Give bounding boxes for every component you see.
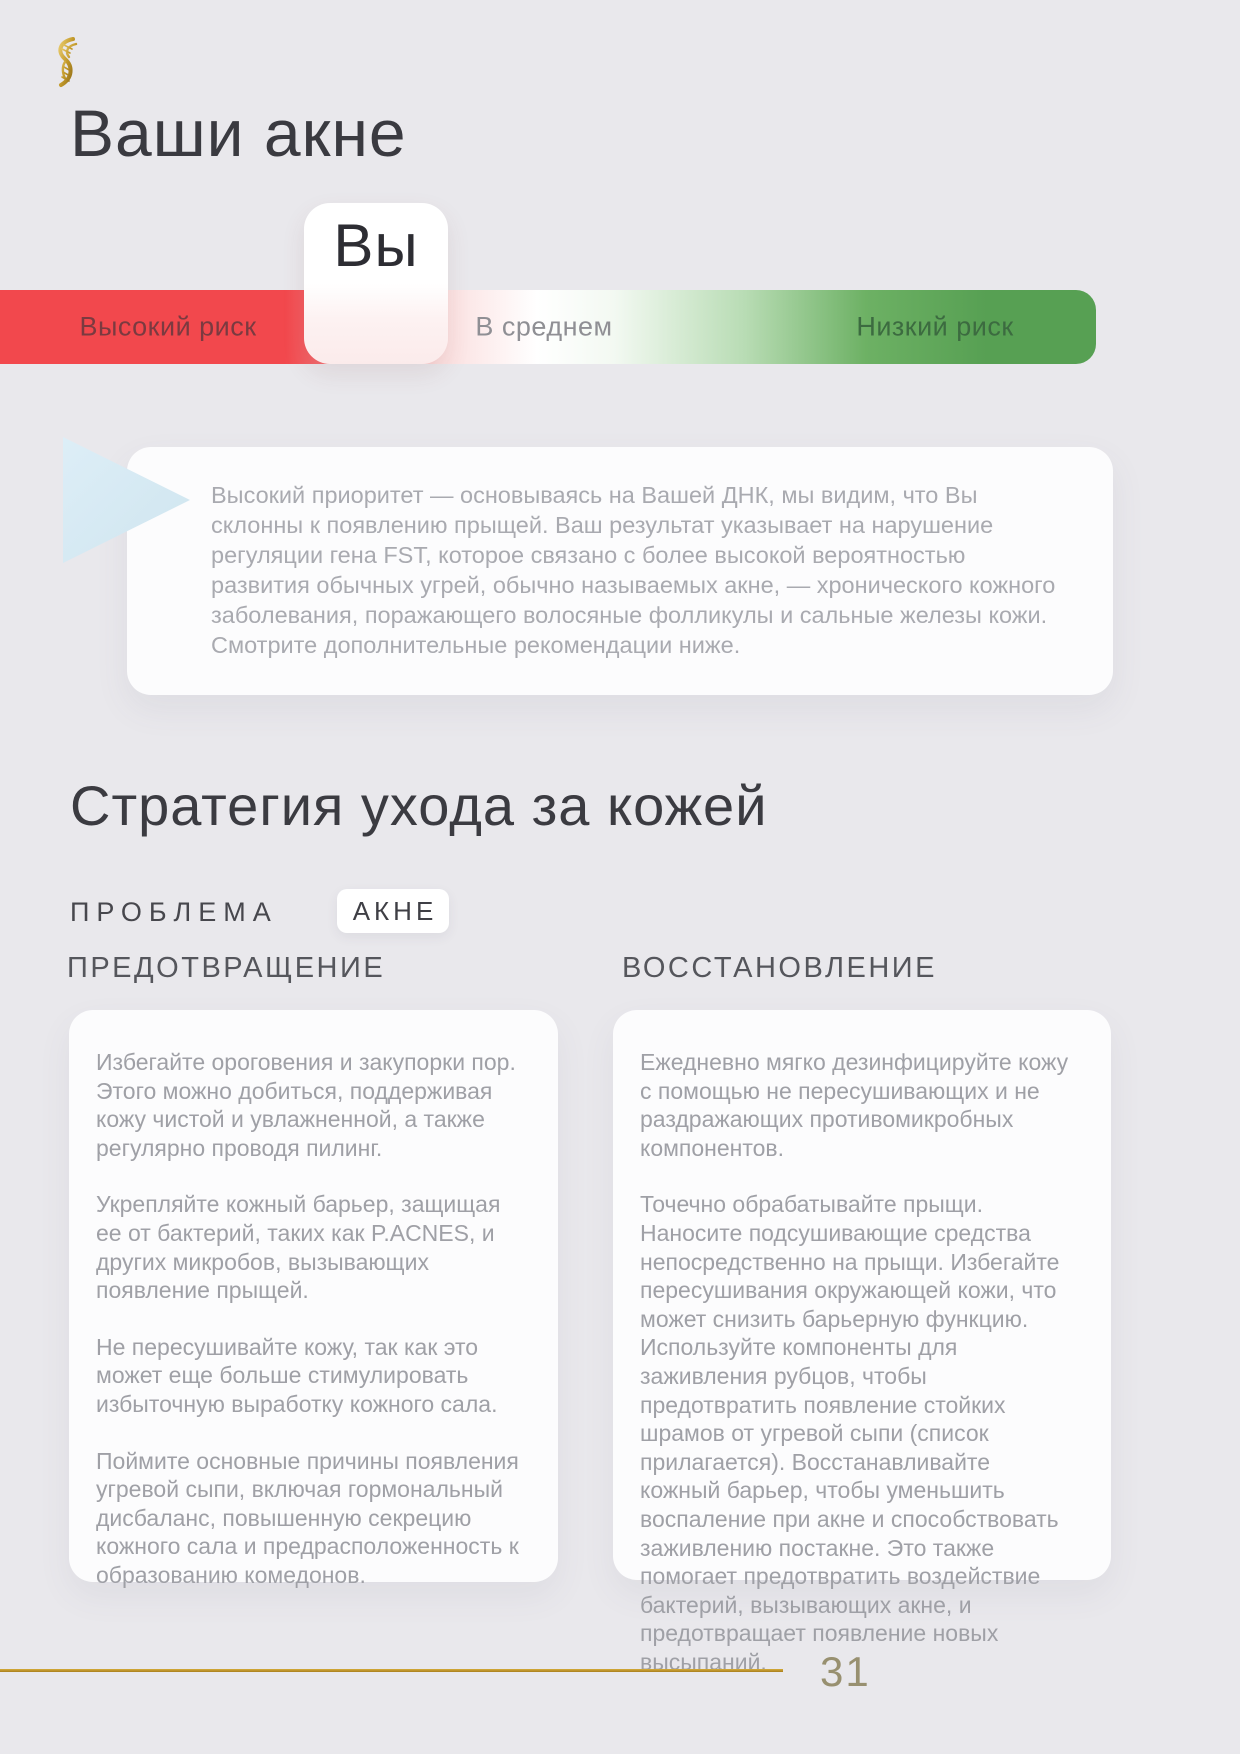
priority-callout-card: Высокий приоритет — основываясь на Вашей…: [127, 447, 1113, 695]
risk-label-average: В среднем: [475, 311, 613, 342]
page-title: Ваши акне: [70, 96, 407, 170]
advice-paragraph: Избегайте ороговения и закупорки пор. Эт…: [96, 1049, 516, 1161]
advice-paragraph: Укрепляйте кожный барьер, защищая ее от …: [96, 1191, 501, 1304]
dna-helix-icon: [58, 37, 78, 87]
problem-label: ПРОБЛЕМА: [70, 897, 278, 927]
prevention-card: Избегайте ороговения и закупорки пор. Эт…: [69, 1010, 558, 1588]
risk-label-high: Высокий риск: [79, 311, 257, 342]
page-number: 31: [820, 1648, 871, 1695]
advice-paragraph: Ежедневно мягко дезинфицируйте кожу с по…: [640, 1049, 1069, 1161]
advice-paragraph: Поймите основные причины появления угрев…: [96, 1447, 519, 1588]
problem-value-chip: АКНЕ: [337, 889, 449, 933]
risk-marker-you: Вы: [304, 203, 448, 364]
risk-gradient-bar: Высокий риск В среднем Низкий риск: [0, 290, 1096, 364]
advice-paragraph: Не пересушивайте кожу, так как это может…: [96, 1333, 498, 1417]
section-title: Стратегия ухода за кожей: [70, 774, 768, 837]
advice-paragraph: Точечно обрабатывайте прыщи. Наносите по…: [640, 1191, 1060, 1675]
risk-label-low: Низкий риск: [856, 311, 1014, 342]
recovery-card: Ежедневно мягко дезинфицируйте кожу с по…: [613, 1010, 1111, 1675]
problem-value-label: АКНЕ: [352, 895, 438, 926]
column-header-prevention: ПРЕДОТВРАЩЕНИЕ: [67, 952, 386, 984]
footer-gold-rule: [0, 1669, 783, 1672]
risk-marker-label: Вы: [333, 212, 419, 279]
priority-callout-text: Высокий приоритет — основываясь на Вашей…: [211, 482, 1056, 658]
column-header-recovery: ВОССТАНОВЛЕНИЕ: [622, 952, 937, 984]
